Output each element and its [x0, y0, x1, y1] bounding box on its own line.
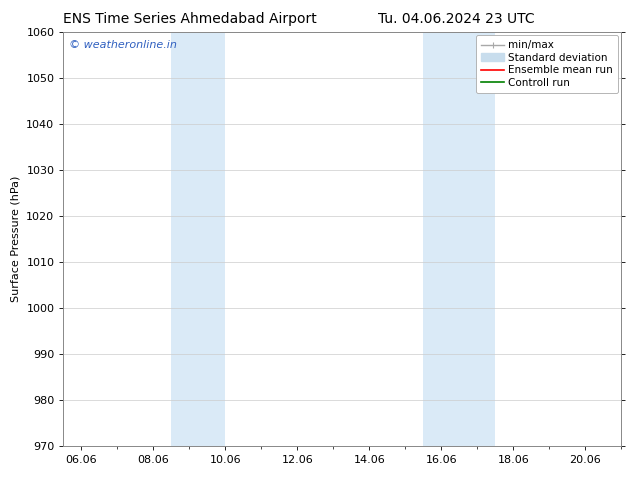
Legend: min/max, Standard deviation, Ensemble mean run, Controll run: min/max, Standard deviation, Ensemble me…	[476, 35, 618, 93]
Y-axis label: Surface Pressure (hPa): Surface Pressure (hPa)	[11, 176, 21, 302]
Text: ENS Time Series Ahmedabad Airport: ENS Time Series Ahmedabad Airport	[63, 12, 317, 26]
Text: © weatheronline.in: © weatheronline.in	[69, 40, 177, 50]
Text: Tu. 04.06.2024 23 UTC: Tu. 04.06.2024 23 UTC	[378, 12, 535, 26]
Bar	[424, 32, 495, 446]
Bar	[171, 32, 225, 446]
